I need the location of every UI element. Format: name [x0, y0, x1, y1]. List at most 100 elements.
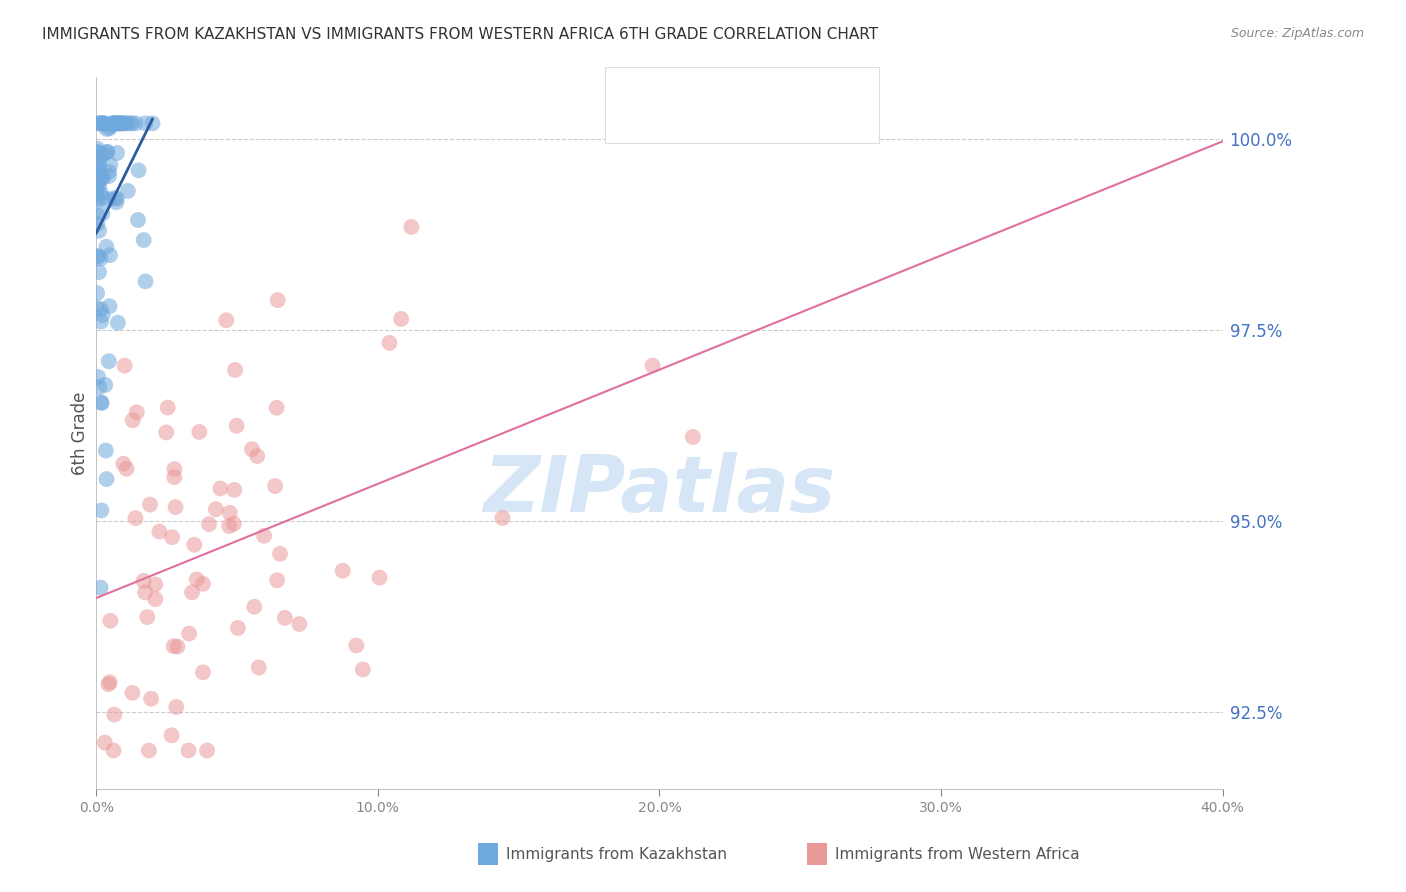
Point	[96, 472, 118, 486]
Point	[491, 511, 513, 525]
Point	[104, 116, 127, 130]
Point	[98, 248, 121, 262]
Point	[94, 736, 117, 750]
Point	[87, 370, 110, 384]
Point	[105, 146, 128, 161]
Point	[181, 585, 204, 599]
Point	[91, 170, 114, 185]
Point	[163, 470, 186, 484]
Point	[87, 159, 110, 173]
Point	[86, 217, 108, 231]
Point	[91, 116, 114, 130]
Point	[344, 639, 367, 653]
Point	[86, 156, 108, 170]
Point	[121, 413, 143, 427]
Text: R = 0.482: R = 0.482	[641, 87, 740, 104]
Point	[101, 116, 124, 130]
Point	[103, 116, 125, 130]
Point	[288, 617, 311, 632]
Point	[218, 519, 240, 533]
Point	[86, 142, 108, 156]
Text: IMMIGRANTS FROM KAZAKHSTAN VS IMMIGRANTS FROM WESTERN AFRICA 6TH GRADE CORRELATI: IMMIGRANTS FROM KAZAKHSTAN VS IMMIGRANTS…	[42, 27, 879, 42]
Point	[94, 116, 117, 130]
Point	[86, 249, 108, 263]
Point	[132, 574, 155, 588]
Point	[93, 146, 115, 161]
Point	[98, 169, 121, 183]
Point	[136, 610, 159, 624]
Point	[165, 700, 187, 714]
Point	[90, 148, 112, 162]
Text: N = 74: N = 74	[763, 113, 831, 131]
Point	[103, 707, 125, 722]
Point	[98, 675, 121, 690]
Point	[86, 301, 108, 315]
Point	[87, 169, 110, 184]
Point	[378, 335, 401, 350]
Point	[87, 156, 110, 170]
Point	[89, 179, 111, 194]
Point	[100, 119, 122, 133]
Point	[266, 401, 288, 415]
Point	[90, 395, 112, 409]
Point	[96, 122, 118, 136]
Point	[91, 206, 114, 220]
Point	[389, 312, 412, 326]
Point	[134, 585, 156, 599]
Point	[86, 191, 108, 205]
Point	[98, 192, 121, 206]
Point	[134, 274, 156, 288]
Point	[107, 316, 129, 330]
Point	[103, 743, 125, 757]
Point	[191, 665, 214, 680]
Point	[127, 213, 149, 227]
Point	[160, 530, 183, 544]
Point	[368, 571, 391, 585]
Point	[145, 592, 167, 607]
Point	[86, 176, 108, 190]
Point	[134, 116, 156, 130]
Point	[246, 449, 269, 463]
Point	[114, 116, 136, 130]
Point	[90, 396, 112, 410]
Point	[224, 483, 246, 497]
Point	[98, 614, 121, 628]
Text: N = 93: N = 93	[763, 87, 831, 104]
Point	[138, 743, 160, 757]
Point	[188, 425, 211, 439]
Point	[87, 209, 110, 223]
Point	[139, 498, 162, 512]
Point	[86, 171, 108, 186]
Point	[90, 186, 112, 201]
Point	[274, 611, 297, 625]
Point	[90, 116, 112, 130]
Point	[112, 457, 135, 471]
Point	[264, 479, 287, 493]
Point	[108, 116, 131, 130]
Point	[226, 621, 249, 635]
Point	[198, 517, 221, 532]
Point	[117, 184, 139, 198]
Point	[98, 164, 121, 178]
Point	[90, 116, 112, 130]
Text: Immigrants from Western Africa: Immigrants from Western Africa	[835, 847, 1080, 862]
Point	[124, 511, 146, 525]
Point	[266, 574, 288, 588]
Point	[205, 502, 228, 516]
Point	[128, 163, 150, 178]
Point	[86, 145, 108, 159]
Point	[89, 116, 111, 130]
Point	[105, 116, 128, 130]
Point	[91, 308, 114, 322]
Point	[100, 158, 122, 172]
Point	[90, 503, 112, 517]
Point	[110, 116, 132, 130]
Point	[222, 516, 245, 531]
Point	[132, 233, 155, 247]
Point	[98, 121, 121, 136]
Point	[104, 191, 127, 205]
Point	[103, 116, 125, 130]
Point	[94, 377, 117, 392]
Point	[224, 363, 246, 377]
Point	[90, 172, 112, 186]
